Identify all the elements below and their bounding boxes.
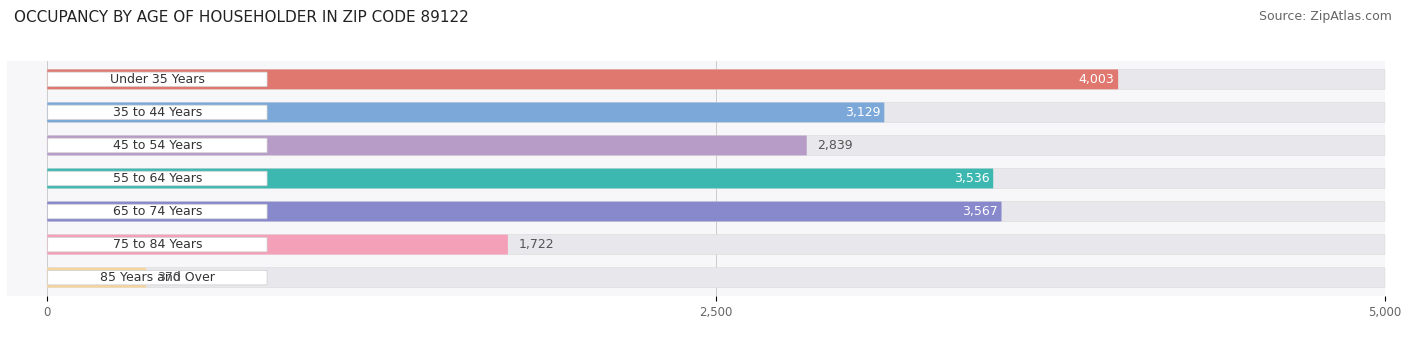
FancyBboxPatch shape bbox=[48, 171, 267, 186]
FancyBboxPatch shape bbox=[48, 102, 884, 122]
FancyBboxPatch shape bbox=[48, 102, 1385, 122]
FancyBboxPatch shape bbox=[48, 169, 993, 188]
FancyBboxPatch shape bbox=[48, 270, 267, 285]
FancyBboxPatch shape bbox=[48, 237, 267, 252]
FancyBboxPatch shape bbox=[48, 204, 267, 219]
Text: 55 to 64 Years: 55 to 64 Years bbox=[112, 172, 202, 185]
Text: OCCUPANCY BY AGE OF HOUSEHOLDER IN ZIP CODE 89122: OCCUPANCY BY AGE OF HOUSEHOLDER IN ZIP C… bbox=[14, 10, 468, 25]
Text: 65 to 74 Years: 65 to 74 Years bbox=[112, 205, 202, 218]
FancyBboxPatch shape bbox=[48, 202, 1001, 221]
FancyBboxPatch shape bbox=[48, 268, 146, 288]
FancyBboxPatch shape bbox=[48, 72, 267, 87]
FancyBboxPatch shape bbox=[48, 136, 1385, 155]
FancyBboxPatch shape bbox=[48, 268, 1385, 288]
FancyBboxPatch shape bbox=[48, 69, 1385, 89]
Text: 370: 370 bbox=[157, 271, 181, 284]
Text: 3,129: 3,129 bbox=[845, 106, 880, 119]
Text: Source: ZipAtlas.com: Source: ZipAtlas.com bbox=[1258, 10, 1392, 23]
FancyBboxPatch shape bbox=[48, 136, 807, 155]
Text: Under 35 Years: Under 35 Years bbox=[110, 73, 205, 86]
FancyBboxPatch shape bbox=[48, 105, 267, 120]
Text: 1,722: 1,722 bbox=[519, 238, 554, 251]
Text: 3,536: 3,536 bbox=[953, 172, 990, 185]
FancyBboxPatch shape bbox=[48, 235, 508, 255]
Text: 4,003: 4,003 bbox=[1078, 73, 1114, 86]
Text: 45 to 54 Years: 45 to 54 Years bbox=[112, 139, 202, 152]
Text: 2,839: 2,839 bbox=[817, 139, 853, 152]
FancyBboxPatch shape bbox=[48, 202, 1385, 221]
FancyBboxPatch shape bbox=[48, 235, 1385, 255]
Text: 3,567: 3,567 bbox=[962, 205, 997, 218]
FancyBboxPatch shape bbox=[48, 169, 1385, 188]
Text: 35 to 44 Years: 35 to 44 Years bbox=[112, 106, 202, 119]
FancyBboxPatch shape bbox=[48, 69, 1118, 89]
Text: 85 Years and Over: 85 Years and Over bbox=[100, 271, 215, 284]
FancyBboxPatch shape bbox=[48, 138, 267, 153]
Text: 75 to 84 Years: 75 to 84 Years bbox=[112, 238, 202, 251]
